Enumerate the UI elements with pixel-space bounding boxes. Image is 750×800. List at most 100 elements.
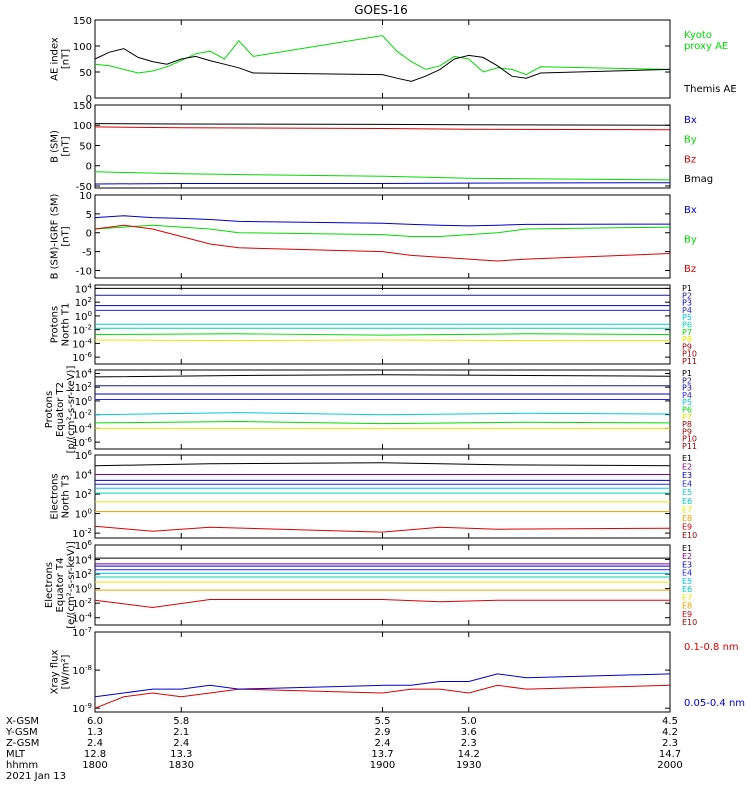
channel-label: P7 <box>682 413 692 422</box>
x-row-value: 2000 <box>657 760 682 771</box>
series-line-e9 <box>94 525 671 533</box>
x-row-value: 2.3 <box>461 738 477 749</box>
x-row-value: 13.3 <box>170 749 192 760</box>
x-row-label: MLT <box>6 749 26 760</box>
y-tick-label: 106 <box>75 539 93 552</box>
channel-label: E2 <box>682 463 692 472</box>
y-tick-label: 106 <box>75 449 93 462</box>
y-tick-label: 10 <box>79 191 92 202</box>
channel-label: P11 <box>682 442 697 451</box>
channel-label: E9 <box>682 522 692 531</box>
x-row-label: X-GSM <box>6 716 39 727</box>
x-row-value: 2.4 <box>173 738 189 749</box>
x-row-label: Y-GSM <box>5 727 38 738</box>
channel-label: P8 <box>682 420 692 429</box>
y-tick-label: 10-9 <box>72 702 92 715</box>
series-legend-label: By <box>684 135 697 146</box>
channel-label: E10 <box>682 618 697 627</box>
panel-frame <box>94 544 671 626</box>
channel-label: P7 <box>682 328 692 337</box>
panel-3: -10 -5 0 5 10 B (SM)-IGRF (SM)[nT] Bx By Bz <box>50 191 697 279</box>
channel-label: E6 <box>682 497 692 506</box>
panel-frame <box>94 104 671 189</box>
series-line-p5 <box>94 412 671 416</box>
series-legend-label: Bz <box>684 264 696 275</box>
x-row-value: 4.2 <box>662 727 678 738</box>
channel-label: P4 <box>682 391 692 400</box>
y-tick-label: 104 <box>75 367 93 380</box>
panel-frame <box>94 369 671 450</box>
channel-label: P3 <box>682 299 692 308</box>
series-legend-label: Bx <box>684 115 697 126</box>
x-row-value: 12.8 <box>84 749 106 760</box>
y-tick-label: 150 <box>73 16 92 27</box>
x-row-value: 1830 <box>169 760 194 771</box>
y-tick-label: 100 <box>75 395 92 408</box>
date-label: 2021 Jan 13 <box>6 771 66 782</box>
y-tick-label: 50 <box>79 141 92 152</box>
channel-label: E3 <box>682 560 692 569</box>
series-legend-label: By <box>684 235 697 246</box>
y-tick-label: 50 <box>79 68 92 79</box>
x-row-label: hhmm <box>6 760 38 771</box>
y-axis-label: B (SM)-IGRF (SM)[nT] <box>50 194 72 280</box>
channel-label: P6 <box>682 321 692 330</box>
y-tick-label: 10-2 <box>72 324 92 337</box>
y-tick-label: 102 <box>75 488 92 501</box>
channel-label: P1 <box>682 284 692 293</box>
y-tick-label: 150 <box>73 101 92 112</box>
y-axis-label: AE index[nT] <box>50 37 72 81</box>
channel-label: E3 <box>682 471 692 480</box>
x-row-label: Z-GSM <box>6 738 39 749</box>
y-axis-label: B (SM)[nT] <box>50 130 72 163</box>
channel-label: E9 <box>682 610 692 619</box>
channel-label: P1 <box>682 369 692 378</box>
x-row-value: 2.1 <box>173 727 189 738</box>
channel-label: P6 <box>682 406 692 415</box>
x-row-value: 13.7 <box>371 749 393 760</box>
channel-label: E4 <box>682 569 692 578</box>
y-tick-label: -10 <box>76 266 92 277</box>
series-line-p1 <box>94 374 671 378</box>
y-tick-label: 102 <box>75 296 92 309</box>
channel-label: E7 <box>682 593 692 602</box>
x-row-value: 1900 <box>370 760 395 771</box>
y-tick-label: 100 <box>75 508 92 521</box>
series-line-themis-ae <box>94 48 671 82</box>
channel-label: P3 <box>682 384 692 393</box>
series-line-0-05-0-4-nm <box>94 673 671 698</box>
y-axis-label: ProtonsEquator T2[p/(cm²-s-sr-keV)] <box>44 366 77 454</box>
x-row-value: 1930 <box>456 760 481 771</box>
channel-label: P9 <box>682 427 692 436</box>
channel-label: E1 <box>682 544 692 553</box>
series-legend-label: Bmag <box>684 174 713 185</box>
y-tick-label: 10-4 <box>72 337 92 350</box>
channel-label: E8 <box>682 514 692 523</box>
channel-label: P10 <box>682 350 697 359</box>
series-line-bx <box>94 215 671 227</box>
channel-label: P10 <box>682 435 697 444</box>
y-tick-label: 102 <box>75 381 92 394</box>
y-tick-label: 10-7 <box>72 626 92 639</box>
channel-label: E7 <box>682 505 692 514</box>
y-tick-label: 5 <box>86 210 92 221</box>
y-tick-label: 0 <box>86 94 92 105</box>
y-tick-label: 0 <box>86 162 92 173</box>
series-line-e9 <box>94 599 670 609</box>
x-row-value: 1.3 <box>87 727 103 738</box>
y-tick-label: -50 <box>76 182 92 193</box>
series-legend-label: Kyoto proxy AE <box>684 30 728 52</box>
series-line-bmag <box>94 123 671 126</box>
x-row-value: 14.2 <box>458 749 480 760</box>
y-axis-label: ProtonsNorth T1 <box>50 303 72 347</box>
y-tick-label: 100 <box>73 121 92 132</box>
series-line-kyoto-proxy-ae <box>94 35 671 76</box>
chart-title: GOES-16 <box>354 3 408 17</box>
channel-label: P2 <box>682 376 692 385</box>
channel-label: P5 <box>682 313 692 322</box>
x-row-value: 6.0 <box>87 716 103 727</box>
